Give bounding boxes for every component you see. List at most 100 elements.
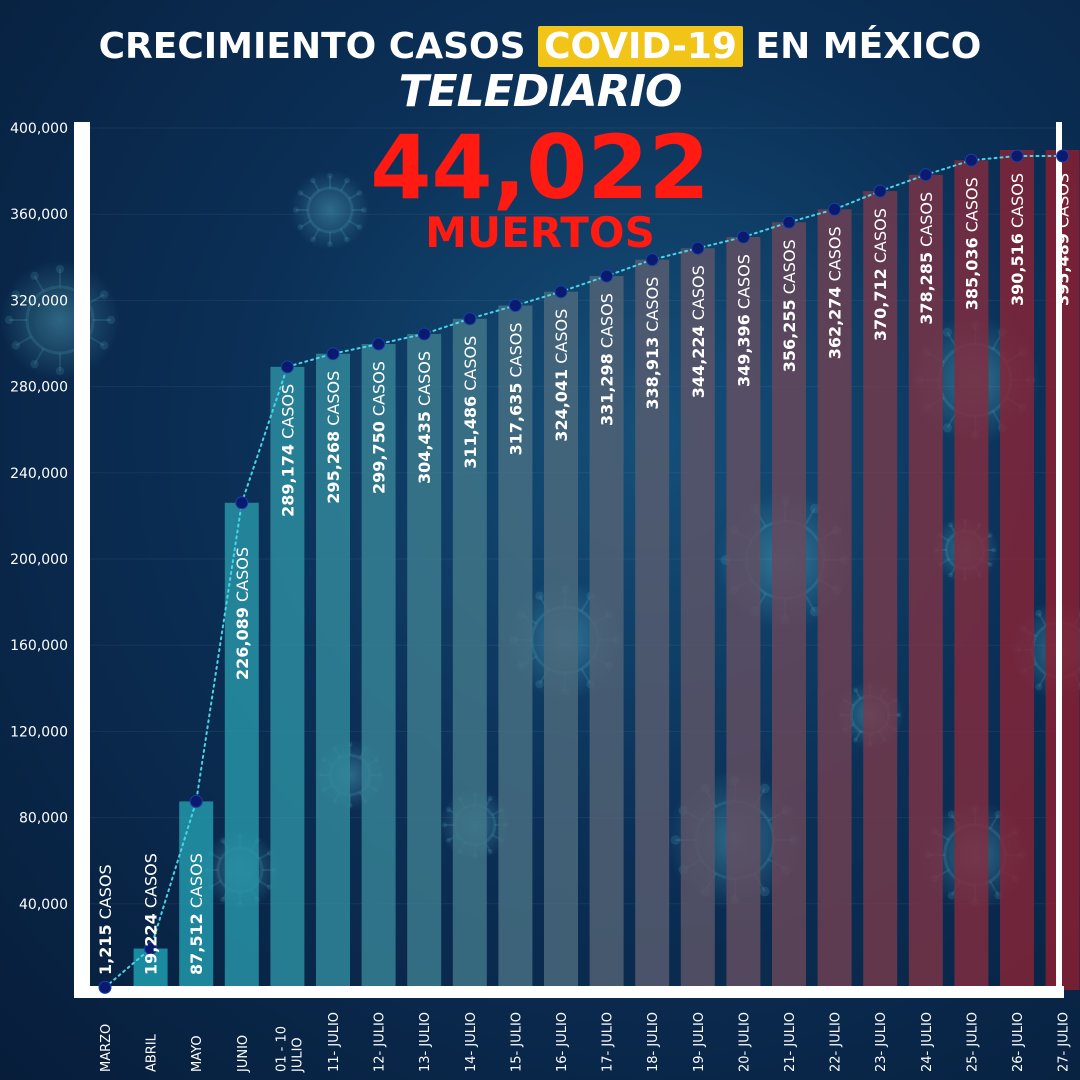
x-tick-labels: MARZO ABRIL MAYO JUNIO 01 - 10JULIO 11- JULIO… [99, 1012, 1072, 1073]
title-suffix: EN MÉXICO [755, 26, 982, 67]
y-tick-label: 160,000 [10, 638, 68, 654]
value-label: 349,396 CASOS [734, 254, 753, 387]
bar [544, 291, 578, 990]
bar [1045, 150, 1080, 990]
x-tick-label: 18- JULIO [646, 1012, 661, 1072]
chart-title: CRECIMIENTO CASOS COVID-19 EN MÉXICO [0, 26, 1080, 67]
bar [270, 366, 305, 990]
bar [361, 344, 396, 990]
y-tick-labels: 40,000 80,000 120,000 160,000 200,000 240,000… [10, 121, 68, 913]
deaths-count: 44,022 [370, 116, 710, 219]
trend-line [104, 155, 1064, 989]
value-label: 299,750 CASOS [370, 361, 389, 494]
x-tick-label: 16- JULIO [555, 1012, 570, 1072]
value-label: 226,089 CASOS [233, 547, 252, 680]
title-prefix: CRECIMIENTO CASOS [98, 26, 526, 67]
y-tick-label: 360,000 [10, 207, 68, 223]
data-point [98, 980, 112, 994]
bar [316, 353, 350, 990]
value-label: 324,041 CASOS [552, 309, 571, 442]
bar [224, 502, 259, 990]
x-tick-label: 24- JULIO [920, 1012, 935, 1072]
brand-logo: TELEDIARIO [398, 66, 683, 117]
x-tick-label: 25- JULIO [965, 1012, 980, 1072]
value-label: 317,635 CASOS [506, 323, 525, 456]
x-tick-label: 23- JULIO [874, 1012, 889, 1072]
value-label: 395,489 CASOS [1054, 173, 1073, 306]
y-tick-label: 320,000 [10, 293, 68, 309]
y-tick-label: 240,000 [10, 466, 68, 482]
x-axis [74, 986, 1064, 998]
x-tick-label: 17- JULIO [601, 1012, 616, 1072]
value-label: 331,298 CASOS [598, 293, 617, 426]
y-tick-label: 400,000 [10, 121, 68, 137]
data-point [463, 312, 477, 326]
data-point [919, 168, 933, 182]
title-highlight: COVID-19 [538, 26, 743, 67]
bar [772, 222, 806, 990]
bar [817, 209, 852, 990]
data-point [280, 360, 294, 374]
bar [680, 248, 715, 991]
bar [133, 948, 168, 990]
data-points [98, 149, 1070, 994]
data-point [235, 496, 249, 510]
deaths-label: MUERTOS [425, 208, 655, 257]
x-tick-label: 13- JULIO [418, 1012, 433, 1072]
x-tick-label: 12- JULIO [373, 1012, 388, 1072]
x-tick-label: 20- JULIO [737, 1012, 752, 1072]
value-label: 370,712 CASOS [871, 208, 890, 341]
y-tick-label: 40,000 [19, 897, 68, 913]
value-label: 385,036 CASOS [962, 177, 981, 310]
bar [179, 801, 214, 990]
data-point [1056, 149, 1070, 163]
y-axis [74, 122, 90, 998]
y-tick-label: 200,000 [10, 552, 68, 568]
data-point [600, 269, 614, 283]
data-point [417, 327, 431, 341]
bar [954, 160, 989, 990]
x-tick-label: 27- JULIO [1057, 1012, 1072, 1072]
value-label: 378,285 CASOS [917, 192, 936, 325]
bar [498, 305, 533, 990]
bars [88, 150, 1080, 991]
data-point [736, 230, 750, 244]
y-tick-label: 120,000 [10, 724, 68, 740]
virus-decor [0, 260, 120, 380]
value-labels: 1,215 CASOS 19,224 CASOS 87,512 CASOS 226,0… [96, 173, 1073, 975]
bar [407, 333, 442, 990]
value-label: 338,913 CASOS [643, 277, 662, 410]
data-point [372, 337, 386, 351]
y-tick-label: 280,000 [10, 380, 68, 396]
value-label: 356,255 CASOS [780, 239, 799, 372]
data-point [828, 202, 842, 216]
data-point [326, 347, 340, 361]
data-point [691, 241, 705, 255]
x-tick-label: MAYO [190, 1035, 205, 1072]
data-point [144, 942, 158, 956]
bar [635, 259, 670, 991]
bar [452, 318, 487, 990]
data-point [554, 285, 568, 299]
bar [589, 276, 624, 990]
virus-decor [290, 170, 370, 250]
x-tick-label: 01 - 10JULIO [274, 1026, 305, 1073]
y-tick-label: 80,000 [19, 811, 68, 827]
value-label: 87,512 CASOS [187, 853, 206, 975]
x-tick-label: 19- JULIO [692, 1012, 707, 1072]
data-point [1010, 149, 1024, 163]
right-axis [1056, 122, 1062, 998]
x-tick-label: 26- JULIO [1011, 1012, 1026, 1072]
value-label: 304,435 CASOS [415, 351, 434, 484]
bar [863, 191, 898, 990]
axes [74, 122, 1064, 998]
bar [726, 237, 761, 990]
x-tick-label: MARZO [99, 1024, 114, 1072]
value-label: 289,174 CASOS [278, 384, 297, 517]
bar [908, 174, 943, 990]
value-label: 1,215 CASOS [96, 864, 115, 975]
value-label: 19,224 CASOS [142, 853, 161, 975]
value-label: 311,486 CASOS [461, 336, 480, 469]
x-tick-label: 15- JULIO [509, 1012, 524, 1072]
